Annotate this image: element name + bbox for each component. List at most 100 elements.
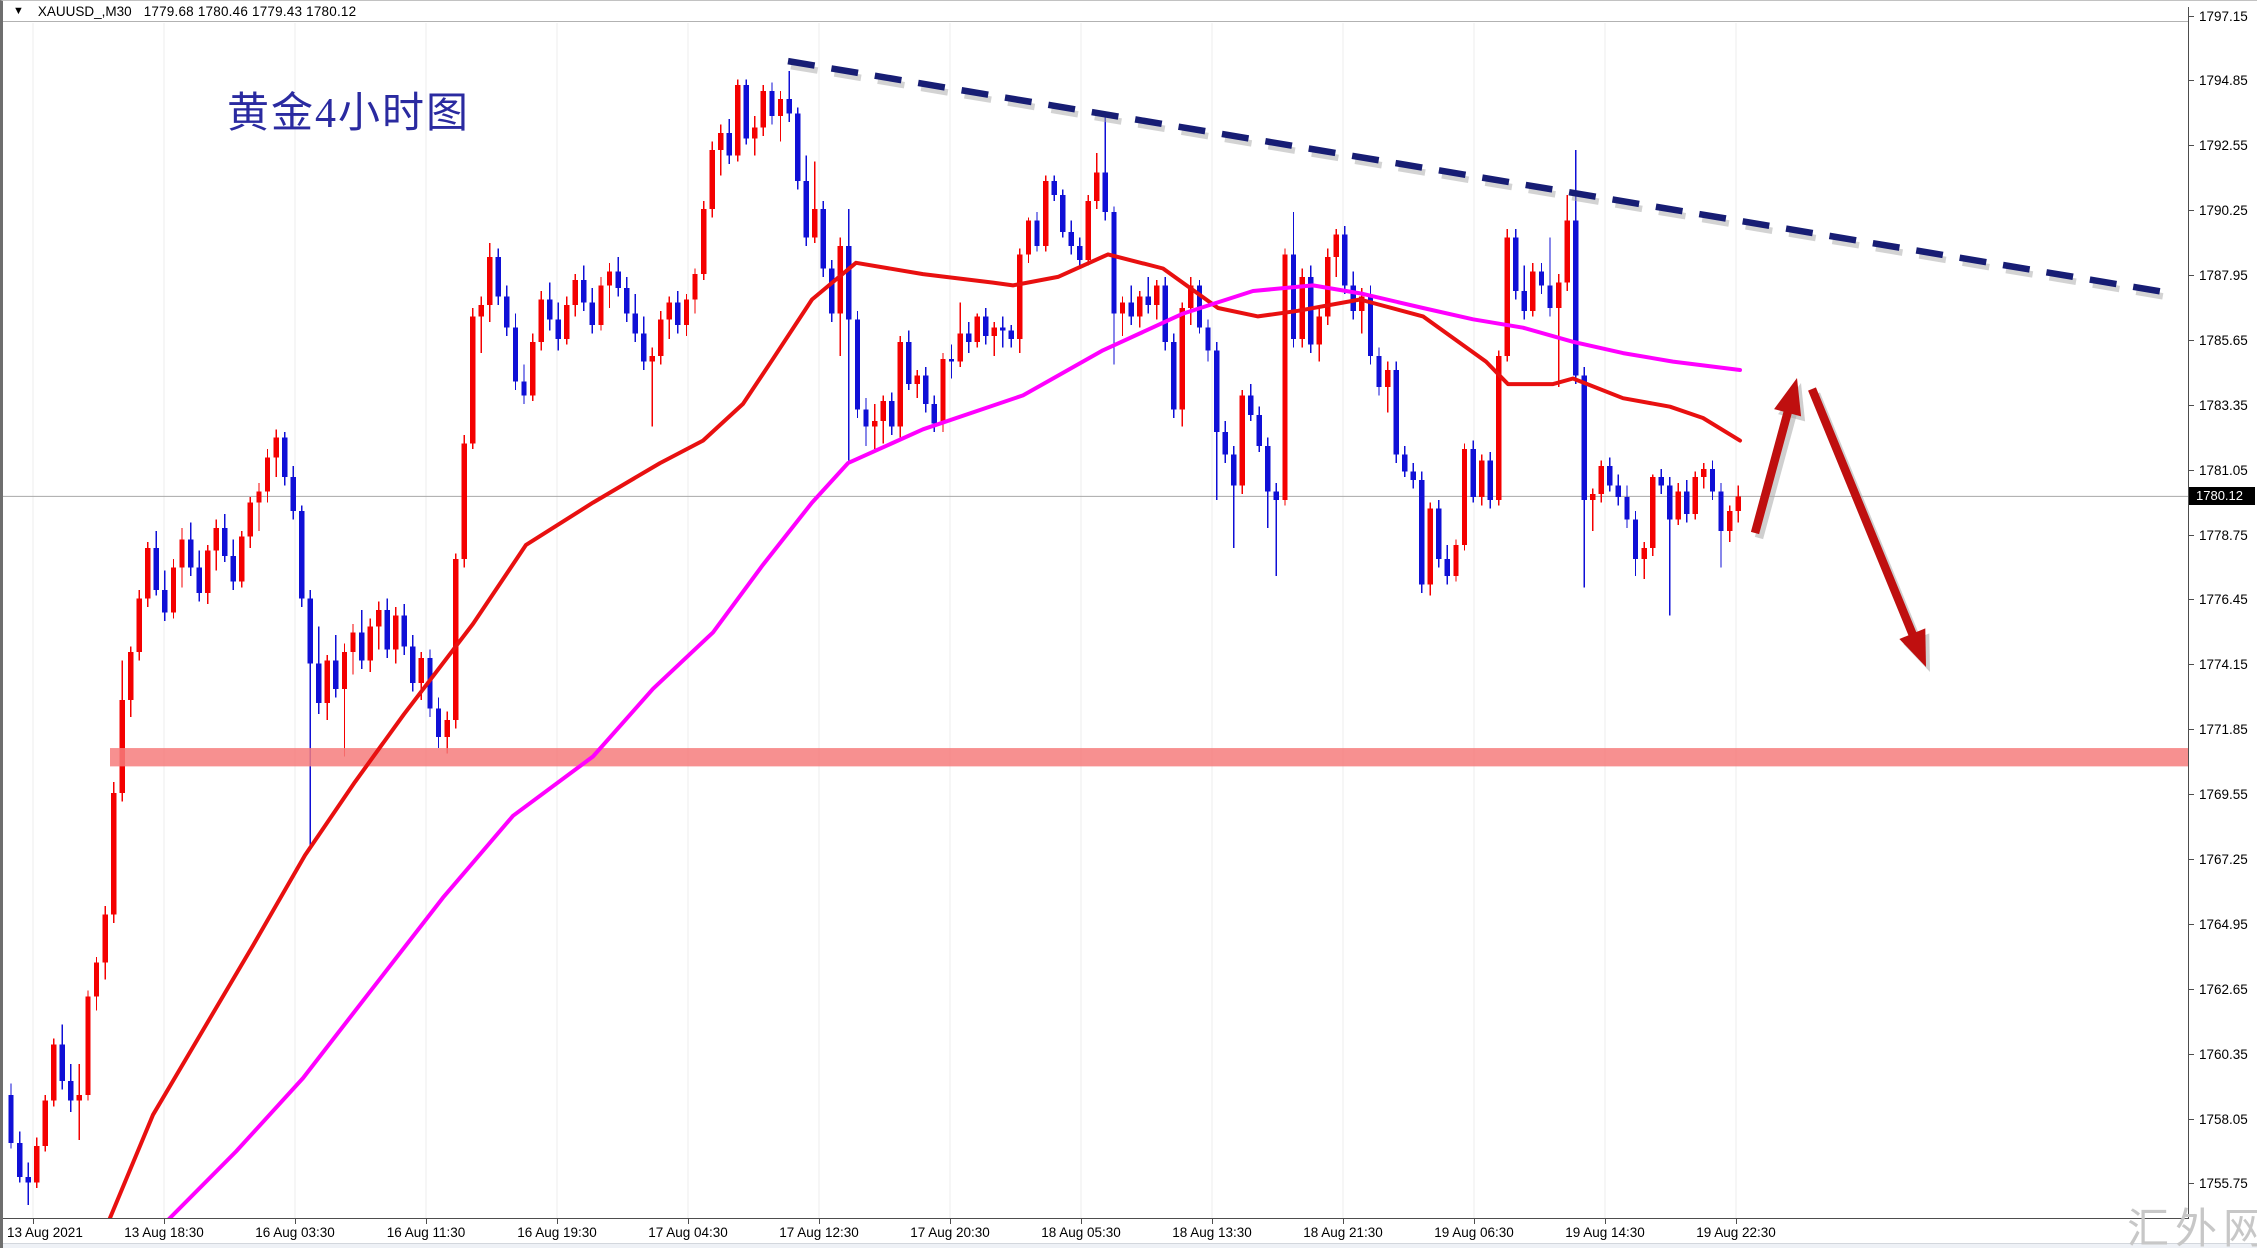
price-axis-label: 1797.15: [2199, 8, 2248, 24]
candle-body: [290, 477, 296, 512]
bullish-projection-arrow: [1750, 378, 1802, 535]
candle-body: [341, 652, 348, 689]
candle-body: [281, 437, 288, 478]
candle-body: [1419, 480, 1425, 585]
candle-body: [324, 660, 331, 703]
candle-body: [700, 209, 707, 275]
candle-body: [239, 536, 245, 582]
price-axis-label: 1771.85: [2199, 722, 2248, 738]
candle-body: [974, 316, 980, 342]
candle-body: [1564, 220, 1570, 283]
candlestick-plot[interactable]: [3, 23, 2188, 1218]
price-tick: [2189, 794, 2194, 796]
time-tick: [1343, 1219, 1344, 1224]
candle-body: [1624, 496, 1630, 520]
candle-body: [418, 657, 425, 684]
price-tick: [2189, 729, 2194, 731]
time-axis-label: 17 Aug 12:30: [779, 1225, 859, 1240]
price-axis-label: 1783.35: [2199, 397, 2248, 413]
candle-body: [623, 288, 630, 314]
candle-body: [1299, 276, 1305, 340]
candles-layer: [8, 71, 1741, 1206]
time-tick: [1605, 1219, 1606, 1224]
candle-body: [743, 85, 749, 139]
candle-body: [1735, 496, 1741, 512]
time-axis[interactable]: 13 Aug 2021 13 Aug 18:30 16 Aug 03:30 16 Au…: [3, 1218, 2188, 1244]
candle-body: [1171, 341, 1177, 410]
candle-body: [649, 355, 655, 362]
candle-body: [367, 626, 373, 661]
candle-body: [1649, 477, 1656, 548]
candle-body: [1709, 468, 1716, 492]
time-tick: [1081, 1219, 1082, 1224]
candle-body: [153, 547, 160, 591]
price-tick: [2189, 534, 2194, 536]
candle-body: [1410, 471, 1416, 481]
candle-body: [1590, 494, 1596, 500]
candle-body: [846, 245, 852, 320]
candle-body: [1205, 327, 1211, 351]
price-axis-label: 1792.55: [2199, 138, 2248, 154]
chart-annotation-title: 黄金4小时图: [227, 91, 471, 137]
price-tick: [2189, 80, 2194, 82]
candle-body: [589, 302, 596, 325]
candle-body: [1367, 296, 1374, 356]
time-axis-label: 16 Aug 03:30: [255, 1225, 335, 1240]
candle-body: [264, 457, 271, 492]
grid-layer: [32, 23, 1737, 1218]
price-tick: [2189, 1183, 2194, 1185]
candle-body: [1239, 395, 1245, 486]
time-axis-label: 13 Aug 18:30: [124, 1225, 204, 1240]
candle-body: [42, 1100, 48, 1146]
candle-body: [803, 181, 809, 238]
candle-body: [1555, 282, 1562, 308]
time-axis-label: 18 Aug 13:30: [1172, 1225, 1252, 1240]
time-axis-label: 16 Aug 11:30: [386, 1225, 466, 1240]
time-axis-label: 19 Aug 22:30: [1696, 1225, 1776, 1240]
candle-body: [470, 316, 476, 444]
price-axis-label: 1755.75: [2199, 1176, 2248, 1192]
time-tick: [1736, 1219, 1737, 1224]
candle-body: [1401, 454, 1408, 472]
candle-body: [213, 528, 219, 551]
price-axis-label: 1760.35: [2199, 1046, 2248, 1062]
price-axis[interactable]: 1797.15 1794.85 1792.55 1790.25 1787.95 1785.…: [2188, 1, 2257, 1249]
candle-body: [1393, 370, 1399, 455]
candle-body: [1667, 485, 1673, 520]
candle-body: [1025, 220, 1032, 255]
candle-body: [829, 268, 835, 314]
candle-body: [452, 559, 459, 720]
time-tick: [557, 1219, 558, 1224]
price-axis-label: 1767.25: [2199, 851, 2248, 867]
candle-body: [906, 341, 912, 385]
candle-body: [546, 299, 553, 320]
candle-body: [1453, 544, 1459, 576]
candle-body: [564, 305, 570, 340]
candle-body: [33, 1145, 40, 1183]
time-axis-label: 17 Aug 20:30: [910, 1225, 990, 1240]
candle-body: [1051, 181, 1057, 196]
candle-body: [495, 257, 502, 297]
price-tick: [2189, 858, 2194, 860]
candle-body: [658, 319, 664, 356]
symbol-dropdown-icon[interactable]: ▼: [13, 4, 24, 17]
price-tick: [2189, 664, 2194, 666]
candle-body: [25, 1176, 31, 1183]
candle-body: [1068, 231, 1074, 246]
candle-body: [1726, 511, 1733, 531]
candle-body: [1128, 302, 1134, 317]
candle-body: [863, 409, 869, 427]
candle-body: [1359, 296, 1365, 311]
candle-body: [940, 358, 946, 424]
candle-body: [128, 652, 134, 701]
candle-body: [923, 375, 929, 404]
candle-body: [1342, 234, 1348, 286]
time-tick: [426, 1219, 427, 1224]
candle-body: [1094, 172, 1100, 201]
candle-body: [983, 316, 989, 337]
candle-body: [555, 319, 561, 340]
candle-body: [196, 567, 202, 593]
candle-body: [1230, 454, 1237, 486]
price-tick: [2189, 923, 2194, 925]
candle-body: [256, 491, 262, 503]
